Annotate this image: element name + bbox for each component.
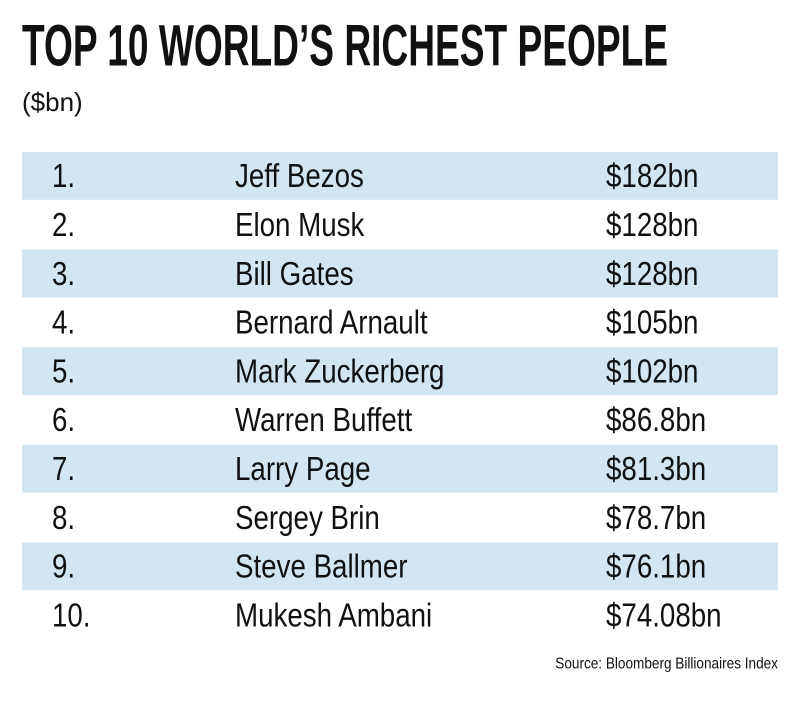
row-background [22, 444, 778, 493]
row-background [22, 542, 778, 591]
net-worth: $105bn [606, 304, 698, 341]
rank: 10. [52, 597, 91, 634]
name: Bernard Arnault [235, 304, 428, 341]
rank: 5. [52, 353, 75, 390]
name: Sergey Brin [235, 500, 380, 537]
title: TOP 10 WORLD’S RICHEST PEOPLE [22, 14, 668, 79]
net-worth: $128bn [606, 207, 698, 244]
name: Warren Buffett [235, 402, 413, 439]
net-worth: $86.8bn [606, 402, 706, 439]
name: Larry Page [235, 451, 371, 488]
net-worth: $102bn [606, 353, 698, 390]
net-worth: $74.08bn [606, 597, 722, 634]
net-worth: $78.7bn [606, 500, 706, 537]
rank: 8. [52, 500, 75, 537]
rank: 2. [52, 207, 75, 244]
rank: 4. [52, 304, 75, 341]
table: 1. Jeff Bezos $182bn 2. Elon Musk $128bn 3. Bil… [22, 152, 778, 634]
net-worth: $128bn [606, 256, 698, 293]
net-worth: $76.1bn [606, 548, 706, 585]
name: Elon Musk [235, 207, 365, 244]
subtitle: ($bn) [22, 87, 83, 117]
row-background [22, 347, 778, 395]
row-background [22, 249, 778, 298]
name: Mark Zuckerberg [235, 353, 444, 390]
net-worth: $81.3bn [606, 451, 706, 488]
name: Bill Gates [235, 256, 354, 293]
name: Mukesh Ambani [235, 597, 432, 634]
source: Source: Bloomberg Billionaires Index [555, 655, 778, 672]
rank: 7. [52, 451, 75, 488]
rank: 1. [52, 158, 75, 195]
rank: 6. [52, 402, 75, 439]
rank: 9. [52, 548, 75, 585]
name: Jeff Bezos [235, 158, 364, 195]
name: Steve Ballmer [235, 548, 408, 585]
row-background [22, 152, 778, 200]
rank: 3. [52, 256, 75, 293]
net-worth: $182bn [606, 158, 698, 195]
